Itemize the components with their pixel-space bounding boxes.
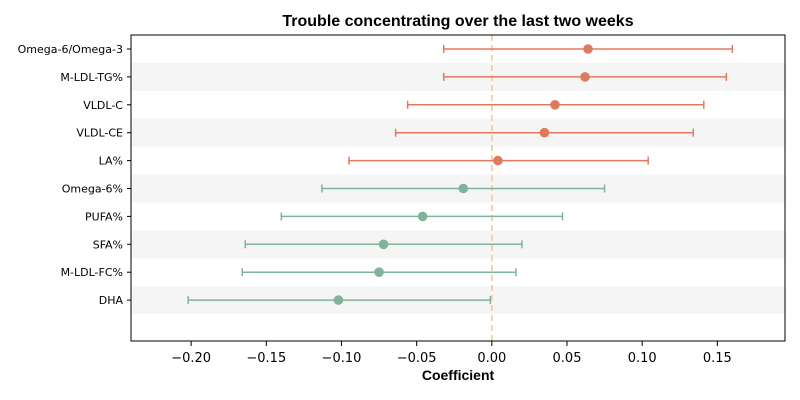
x-tick-label: −0.10 — [322, 351, 362, 366]
point-estimate — [333, 295, 344, 305]
estimate-row — [280, 211, 564, 222]
row-label: DHA — [99, 294, 124, 307]
row-label: VLDL-CE — [76, 127, 123, 140]
x-tick-label: −0.20 — [171, 351, 211, 366]
x-tick-label: 0.10 — [628, 351, 657, 366]
point-estimate — [417, 211, 428, 222]
point-estimate — [550, 100, 560, 110]
x-tick-label: 0.00 — [477, 351, 506, 366]
point-estimate — [458, 183, 469, 194]
estimate-row — [394, 127, 695, 138]
row-label: PUFA% — [85, 210, 123, 223]
estimate-row — [442, 72, 728, 82]
estimate-row — [321, 183, 606, 194]
estimate-row — [244, 239, 523, 250]
x-tick-label: −0.05 — [397, 351, 437, 366]
row-label: M-LDL-FC% — [61, 266, 123, 279]
estimate-row — [241, 267, 517, 278]
y-axis: Omega-6/Omega-3 M-LDL-TG% VLDL-C VLDL-CE LA%… — [18, 43, 131, 307]
chart-title: Trouble concentrating over the last two … — [282, 13, 633, 30]
estimate-row — [348, 155, 649, 166]
x-tick-label: 0.05 — [553, 351, 582, 366]
row-label: Omega-6/Omega-3 — [18, 43, 123, 56]
point-estimate — [374, 267, 384, 278]
point-estimate — [539, 127, 550, 138]
x-tick-label: −0.15 — [246, 351, 286, 366]
estimate-row — [406, 100, 705, 110]
row-label: Omega-6% — [62, 183, 123, 196]
point-estimate — [493, 155, 503, 166]
x-axis-label: Coefficient — [422, 367, 495, 383]
row-label: VLDL-C — [83, 99, 123, 112]
row-label: LA% — [99, 155, 123, 168]
x-axis: −0.20 −0.15 −0.10 −0.05 0.00 0.05 0.10 0.15 — [171, 341, 732, 366]
x-tick-label: 0.15 — [703, 351, 732, 366]
point-estimate — [580, 72, 590, 82]
point-estimate — [378, 239, 389, 250]
row-label: M-LDL-TG% — [60, 71, 123, 84]
point-estimate — [583, 44, 593, 54]
estimate-rows — [187, 44, 734, 305]
estimate-row — [187, 295, 492, 305]
estimate-row — [442, 44, 734, 54]
row-label: SFA% — [93, 238, 123, 251]
